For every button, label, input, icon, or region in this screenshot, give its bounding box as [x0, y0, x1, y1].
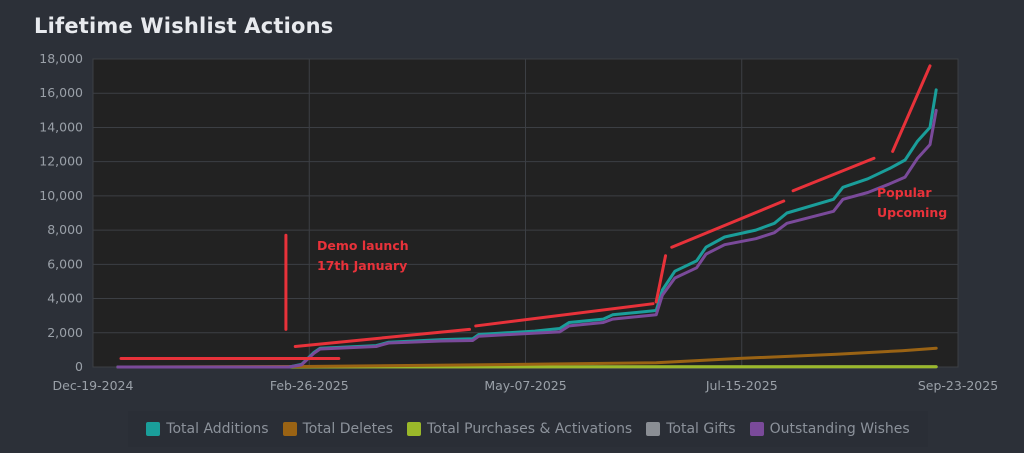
x-tick-label: Dec-19-2024 [53, 378, 134, 393]
annotation-label: Demo launch [317, 238, 409, 253]
legend-swatch [146, 422, 161, 436]
legend-label: Total Additions [166, 421, 269, 437]
y-tick-label: 0 [75, 359, 83, 374]
annotation-label: 17th January [317, 258, 407, 273]
legend-label: Total Purchases & Activations [427, 421, 633, 437]
legend-item-total-additions[interactable]: Total Additions [146, 421, 269, 437]
y-tick-label: 10,000 [39, 188, 83, 203]
y-tick-label: 8,000 [47, 222, 83, 237]
chart-legend: Total Additions Total Deletes Total Purcha… [128, 411, 928, 447]
annotation-stroke [293, 327, 471, 348]
chart-area: 0 2,000 4,000 6,000 8,000 10,000 12,000 14,000 1… [39, 51, 998, 393]
y-tick-label: 6,000 [47, 256, 83, 271]
legend-item-total-purchases-activations[interactable]: Total Purchases & Activations [407, 421, 632, 437]
x-tick-label: May-07-2025 [484, 378, 566, 393]
annotation-stroke [791, 156, 876, 193]
y-tick-label: 18,000 [39, 51, 83, 66]
y-tick-label: 4,000 [47, 291, 83, 306]
series-line-outstanding-wishes [116, 108, 938, 369]
y-tick-label: 16,000 [39, 85, 83, 100]
annotation-label: Popular [877, 185, 932, 200]
legend-swatch [749, 422, 764, 436]
annotation-stroke [891, 64, 932, 153]
annotation-stroke [670, 199, 786, 249]
annotation-stroke [474, 302, 655, 328]
legend-label: Total Gifts [666, 421, 736, 437]
y-tick-label: 12,000 [39, 154, 83, 169]
legend-label: Total Deletes [302, 421, 394, 437]
chart-title: Lifetime Wishlist Actions [34, 14, 334, 38]
annotation-label: Upcoming [877, 205, 947, 220]
legend-swatch [282, 422, 297, 436]
series-line-total-deletes [116, 346, 938, 369]
x-tick-label: Jul-15-2025 [705, 378, 778, 393]
legend-item-total-gifts[interactable]: Total Gifts [646, 421, 736, 437]
y-tick-label: 14,000 [39, 119, 83, 134]
x-tick-label: Feb-26-2025 [270, 378, 349, 393]
legend-item-total-deletes[interactable]: Total Deletes [282, 421, 394, 437]
x-tick-label: Sep-23-2025 [918, 378, 998, 393]
legend-item-outstanding-wishes[interactable]: Outstanding Wishes [749, 421, 910, 437]
legend-swatch [646, 422, 661, 436]
annotation-stroke [654, 254, 668, 304]
y-tick-label: 2,000 [47, 325, 83, 340]
legend-swatch [407, 422, 422, 436]
legend-label: Outstanding Wishes [769, 421, 910, 437]
